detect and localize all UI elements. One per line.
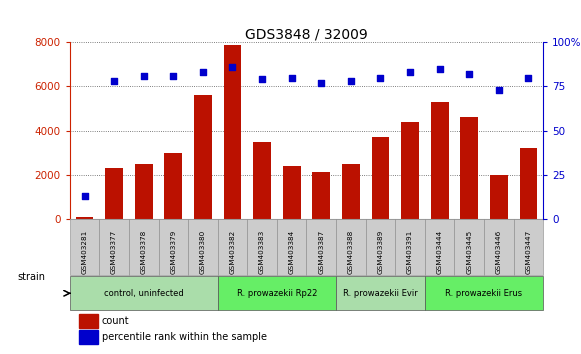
Bar: [164, 153, 182, 218]
Bar: [372, 137, 389, 218]
Text: GSM403388: GSM403388: [348, 230, 354, 274]
Bar: [194, 95, 211, 218]
Bar: [188, 218, 218, 275]
Bar: [79, 314, 98, 328]
Text: GSM403444: GSM403444: [437, 230, 443, 274]
Point: [465, 72, 474, 77]
Point: [406, 70, 415, 75]
Text: count: count: [102, 316, 130, 326]
Bar: [253, 142, 271, 218]
Text: GSM403389: GSM403389: [378, 230, 383, 274]
Bar: [460, 117, 478, 218]
Point: [346, 78, 356, 84]
Point: [376, 75, 385, 80]
Bar: [514, 218, 543, 275]
Bar: [490, 175, 508, 218]
Bar: [79, 330, 98, 344]
Bar: [342, 164, 360, 218]
Bar: [277, 218, 307, 275]
Bar: [313, 172, 330, 218]
Bar: [519, 148, 537, 218]
Bar: [484, 218, 514, 275]
Point: [524, 75, 533, 80]
Text: GSM403384: GSM403384: [289, 230, 295, 274]
Text: R. prowazekii Erus: R. prowazekii Erus: [446, 289, 522, 298]
Text: GSM403378: GSM403378: [141, 230, 147, 274]
Bar: [395, 218, 425, 275]
Bar: [425, 276, 543, 310]
Bar: [307, 218, 336, 275]
Text: R. prowazekii Evir: R. prowazekii Evir: [343, 289, 418, 298]
Bar: [248, 218, 277, 275]
Text: GSM403379: GSM403379: [170, 230, 176, 274]
Bar: [336, 276, 425, 310]
Text: GSM403281: GSM403281: [81, 230, 88, 274]
Text: GSM403446: GSM403446: [496, 230, 502, 274]
Text: GSM403391: GSM403391: [407, 230, 413, 274]
Bar: [365, 218, 395, 275]
Text: GSM403447: GSM403447: [525, 230, 532, 274]
Point: [287, 75, 296, 80]
Text: GSM403445: GSM403445: [466, 230, 472, 274]
Bar: [105, 168, 123, 218]
Bar: [76, 217, 94, 218]
Point: [198, 70, 207, 75]
Point: [317, 80, 326, 86]
Bar: [70, 218, 99, 275]
Bar: [218, 218, 248, 275]
Text: strain: strain: [17, 272, 45, 282]
Bar: [99, 218, 129, 275]
Point: [257, 76, 267, 82]
Bar: [283, 166, 300, 218]
Text: percentile rank within the sample: percentile rank within the sample: [102, 332, 267, 342]
Bar: [336, 218, 365, 275]
Bar: [218, 276, 336, 310]
Bar: [454, 218, 484, 275]
Text: R. prowazekii Rp22: R. prowazekii Rp22: [236, 289, 317, 298]
Bar: [425, 218, 454, 275]
Bar: [135, 164, 153, 218]
Bar: [129, 218, 159, 275]
Bar: [159, 218, 188, 275]
Text: control, uninfected: control, uninfected: [104, 289, 184, 298]
Point: [228, 64, 237, 70]
Point: [109, 78, 119, 84]
Point: [168, 73, 178, 79]
Text: GSM403380: GSM403380: [200, 230, 206, 274]
Bar: [431, 102, 449, 218]
Point: [494, 87, 504, 93]
Text: GSM403383: GSM403383: [259, 230, 265, 274]
Bar: [224, 45, 241, 218]
Title: GDS3848 / 32009: GDS3848 / 32009: [245, 27, 368, 41]
Text: GSM403387: GSM403387: [318, 230, 324, 274]
Text: GSM403382: GSM403382: [229, 230, 235, 274]
Point: [435, 66, 444, 72]
Point: [139, 73, 148, 79]
Point: [80, 193, 89, 199]
Bar: [70, 276, 218, 310]
Bar: [401, 122, 419, 218]
Text: GSM403377: GSM403377: [111, 230, 117, 274]
